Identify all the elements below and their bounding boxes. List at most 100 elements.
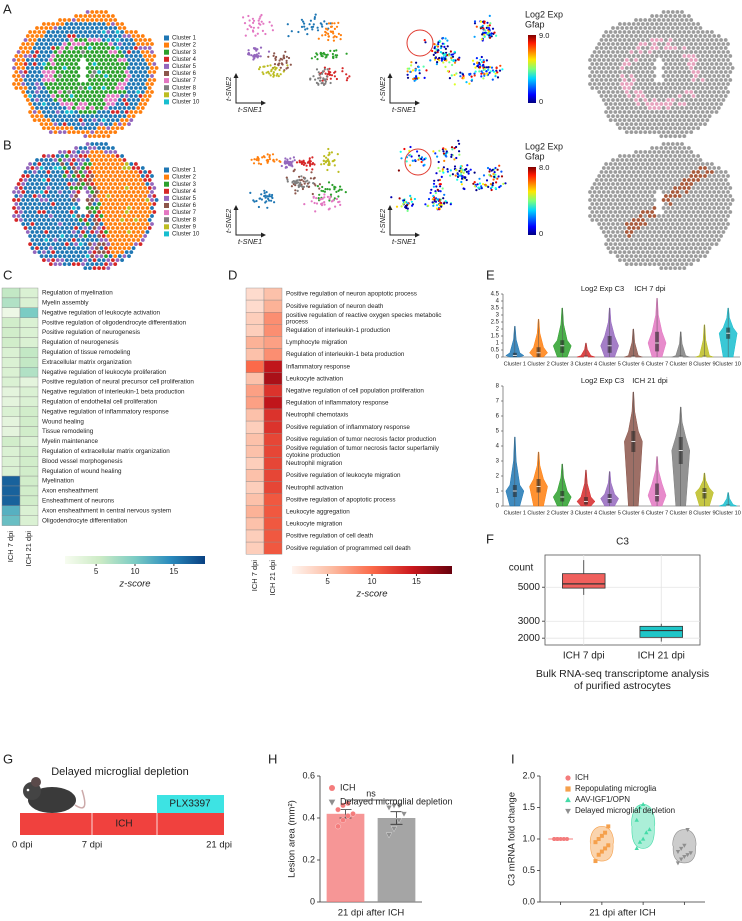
- spot: [613, 62, 618, 66]
- spot: [39, 58, 44, 62]
- colorbar-min: 0: [539, 229, 543, 238]
- spot: [140, 166, 145, 170]
- spot: [16, 58, 21, 62]
- tsne-point: [323, 190, 326, 193]
- injury-label: ICH: [115, 819, 132, 830]
- spot: [92, 118, 97, 122]
- spot: [622, 22, 627, 26]
- spot: [55, 178, 60, 182]
- spot: [601, 222, 606, 226]
- spot: [657, 222, 661, 226]
- spot: [670, 214, 675, 218]
- tsne-point: [479, 58, 482, 61]
- tsne-point: [268, 158, 271, 161]
- spot: [726, 198, 730, 202]
- tsne-point: [486, 166, 490, 170]
- spot: [608, 78, 613, 82]
- spot: [44, 74, 49, 78]
- spot: [645, 218, 650, 222]
- spot: [58, 58, 62, 62]
- spot: [684, 34, 689, 38]
- tsne-point: [268, 154, 271, 157]
- spot: [108, 254, 113, 258]
- spot: [21, 82, 26, 86]
- spot: [23, 38, 28, 42]
- spot: [634, 174, 638, 178]
- spot: [111, 234, 115, 238]
- tsne-point: [434, 57, 437, 60]
- spot: [691, 186, 696, 190]
- spot: [111, 118, 115, 122]
- tsne-point: [480, 55, 483, 59]
- spot: [636, 70, 641, 74]
- spot: [55, 258, 60, 262]
- tsne-point: [435, 204, 439, 207]
- spot: [78, 110, 83, 114]
- tsne-point: [332, 39, 335, 42]
- spot: [627, 78, 631, 82]
- spot: [622, 118, 627, 122]
- column-label: ICH 21 dpi: [24, 531, 33, 567]
- spot: [69, 178, 74, 182]
- spot: [94, 246, 99, 251]
- spot: [115, 258, 120, 262]
- spot: [122, 82, 127, 86]
- spot: [60, 234, 65, 238]
- spot: [42, 86, 46, 90]
- spot: [113, 206, 118, 210]
- spot: [37, 38, 42, 42]
- tsne-point: [478, 177, 481, 180]
- spot: [53, 82, 58, 86]
- spot: [101, 102, 106, 106]
- tsne-point: [325, 75, 328, 78]
- tsne-point: [317, 37, 320, 40]
- spot: [122, 198, 127, 202]
- spot: [643, 246, 648, 251]
- spot: [691, 194, 696, 198]
- spot: [67, 34, 72, 38]
- iqr-box: [560, 491, 565, 502]
- tsne-point: [495, 34, 498, 37]
- spot: [92, 178, 97, 182]
- spot: [645, 38, 650, 42]
- spot: [620, 50, 625, 54]
- tsne-point: [335, 25, 339, 28]
- spot: [35, 206, 39, 210]
- spot: [32, 218, 37, 222]
- spot: [97, 202, 101, 206]
- spot: [710, 218, 714, 222]
- spot: [714, 170, 719, 174]
- spot: [693, 198, 698, 202]
- spot: [698, 34, 703, 38]
- tsne-point: [331, 183, 334, 187]
- spot: [85, 18, 90, 22]
- data-point: [685, 827, 690, 832]
- spot: [705, 250, 710, 255]
- spot: [90, 150, 95, 154]
- tsne-point: [321, 185, 324, 189]
- spot: [689, 82, 694, 86]
- spot: [707, 214, 712, 218]
- spot: [657, 246, 661, 251]
- spot: [71, 246, 76, 251]
- tsne-point: [459, 71, 462, 74]
- spot: [664, 186, 668, 190]
- spot: [680, 230, 684, 234]
- spot: [60, 110, 65, 114]
- tsne-point: [312, 196, 315, 199]
- tsne-point: [300, 160, 303, 163]
- spot: [590, 54, 595, 58]
- tsne-point: [267, 55, 270, 58]
- panel-label: D: [228, 267, 237, 282]
- spot: [143, 54, 148, 58]
- spot: [129, 38, 134, 42]
- spot: [629, 50, 634, 54]
- spot: [687, 54, 691, 58]
- spot: [684, 66, 689, 70]
- spot: [81, 122, 85, 126]
- spot: [42, 94, 46, 98]
- spot: [42, 70, 46, 74]
- data-point: [561, 837, 566, 841]
- spot: [645, 22, 650, 26]
- spot: [83, 54, 88, 58]
